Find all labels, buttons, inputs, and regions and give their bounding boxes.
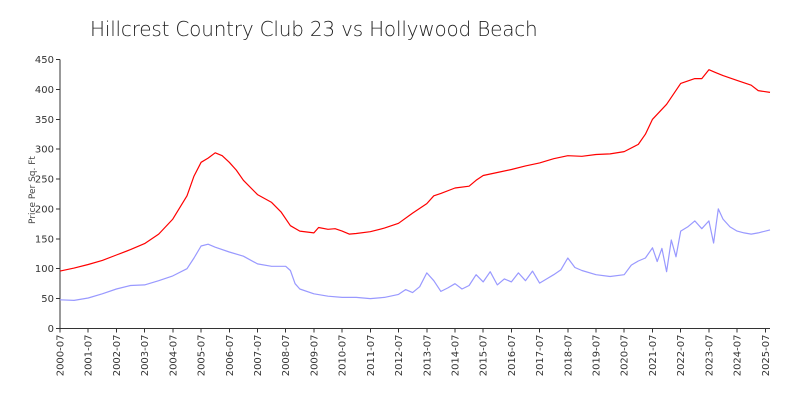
y-tick-label: 400 [35,85,54,96]
y-tick-label: 50 [41,294,54,305]
x-tick-label: 2014-07 [450,335,461,377]
x-tick-label: 2023-07 [704,335,715,377]
x-tick-label: 2021-07 [648,335,659,377]
plot-area: 0 50 100 150 200 250 300 350 400 450 2000-07 2001-0… [35,55,772,376]
x-tick-label: 2018-07 [563,335,574,377]
y-axis-label: Price Per Sq. Ft [28,156,38,224]
chart-title: Hillcrest Country Club 23 vs Hollywood B… [90,17,538,41]
x-tick-label: 2006-07 [225,335,236,377]
x-tick-label: 2005-07 [197,335,208,377]
x-tick-label: 2020-07 [620,335,631,377]
y-tick-label: 0 [48,324,54,335]
x-tick-label: 2002-07 [112,335,123,377]
x-tick-label: 2016-07 [507,335,518,377]
y-tick-label: 300 [35,145,54,156]
y-tick-label: 350 [35,115,54,126]
x-tick-label: 2024-07 [733,335,744,377]
x-tick-label: 2013-07 [422,335,433,377]
y-tick-label: 250 [35,175,54,186]
x-tick-label: 2001-07 [84,335,95,377]
x-tick-label: 2010-07 [338,335,349,377]
y-tick-label: 450 [35,55,54,66]
x-tick-label: 2015-07 [479,335,490,377]
x-tick-label: 2019-07 [592,335,603,377]
x-tick-label: 2009-07 [309,335,320,377]
y-tick-label: 150 [35,234,54,245]
series-line-2 [59,208,771,301]
x-tick-label: 2022-07 [676,335,687,377]
x-tick-label: 2008-07 [281,335,292,377]
x-tick-label: 2025-07 [761,335,772,377]
x-tick-label: 2007-07 [253,335,264,377]
x-tick-label: 2003-07 [140,335,151,377]
y-tick-label: 100 [35,264,54,275]
x-tick-label: 2004-07 [168,335,179,377]
x-tick-label: 2011-07 [366,335,377,377]
x-tick-label: 2000-07 [56,335,67,377]
y-tick-label: 200 [35,204,54,215]
series-line-1 [59,69,771,272]
x-tick-label: 2012-07 [394,335,405,377]
x-tick-label: 2017-07 [535,335,546,377]
